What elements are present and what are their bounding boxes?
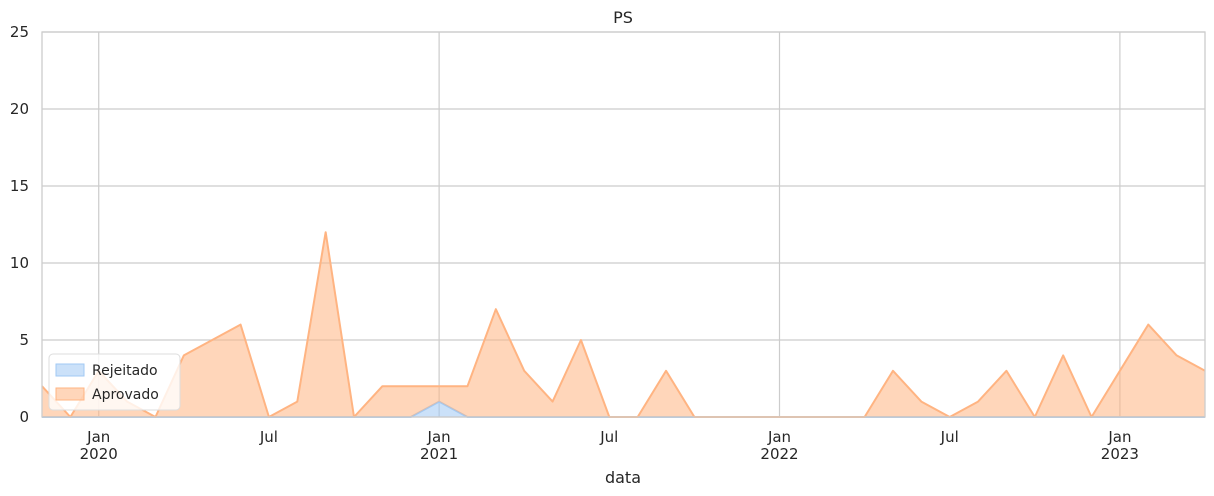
x-tick-year-label: 2023 bbox=[1101, 445, 1139, 463]
chart-title: PS bbox=[613, 8, 633, 27]
y-tick-label: 10 bbox=[10, 254, 29, 272]
x-tick-label: Jan bbox=[427, 428, 451, 446]
y-tick-label: 0 bbox=[19, 408, 29, 426]
legend-swatch bbox=[55, 363, 85, 377]
y-tick-label: 15 bbox=[10, 177, 29, 195]
x-tick-year-label: 2022 bbox=[760, 445, 798, 463]
x-tick-year-label: 2021 bbox=[420, 445, 458, 463]
x-tick-label: Jul bbox=[599, 428, 618, 446]
plot-frame bbox=[41, 31, 1206, 418]
x-tick-label: Jul bbox=[259, 428, 278, 446]
x-tick-label: Jan bbox=[767, 428, 791, 446]
y-tick-label: 5 bbox=[19, 331, 29, 349]
x-axis-label: data bbox=[605, 468, 641, 487]
legend: Rejeitado Aprovado bbox=[48, 353, 181, 411]
y-tick-label: 25 bbox=[10, 23, 29, 41]
legend-label: Aprovado bbox=[92, 387, 159, 403]
x-tick-year-label: 2020 bbox=[80, 445, 118, 463]
y-axis-ticks: 0 5 10 15 20 25 bbox=[10, 23, 29, 426]
chart-areas bbox=[41, 231, 1206, 418]
area-aprovado bbox=[42, 232, 1205, 417]
legend-label: Rejeitado bbox=[92, 363, 158, 379]
x-tick-label: Jul bbox=[940, 428, 959, 446]
y-tick-label: 20 bbox=[10, 100, 29, 118]
x-tick-label: Jan bbox=[86, 428, 110, 446]
x-tick-label: Jan bbox=[1107, 428, 1131, 446]
legend-swatch bbox=[55, 387, 85, 401]
